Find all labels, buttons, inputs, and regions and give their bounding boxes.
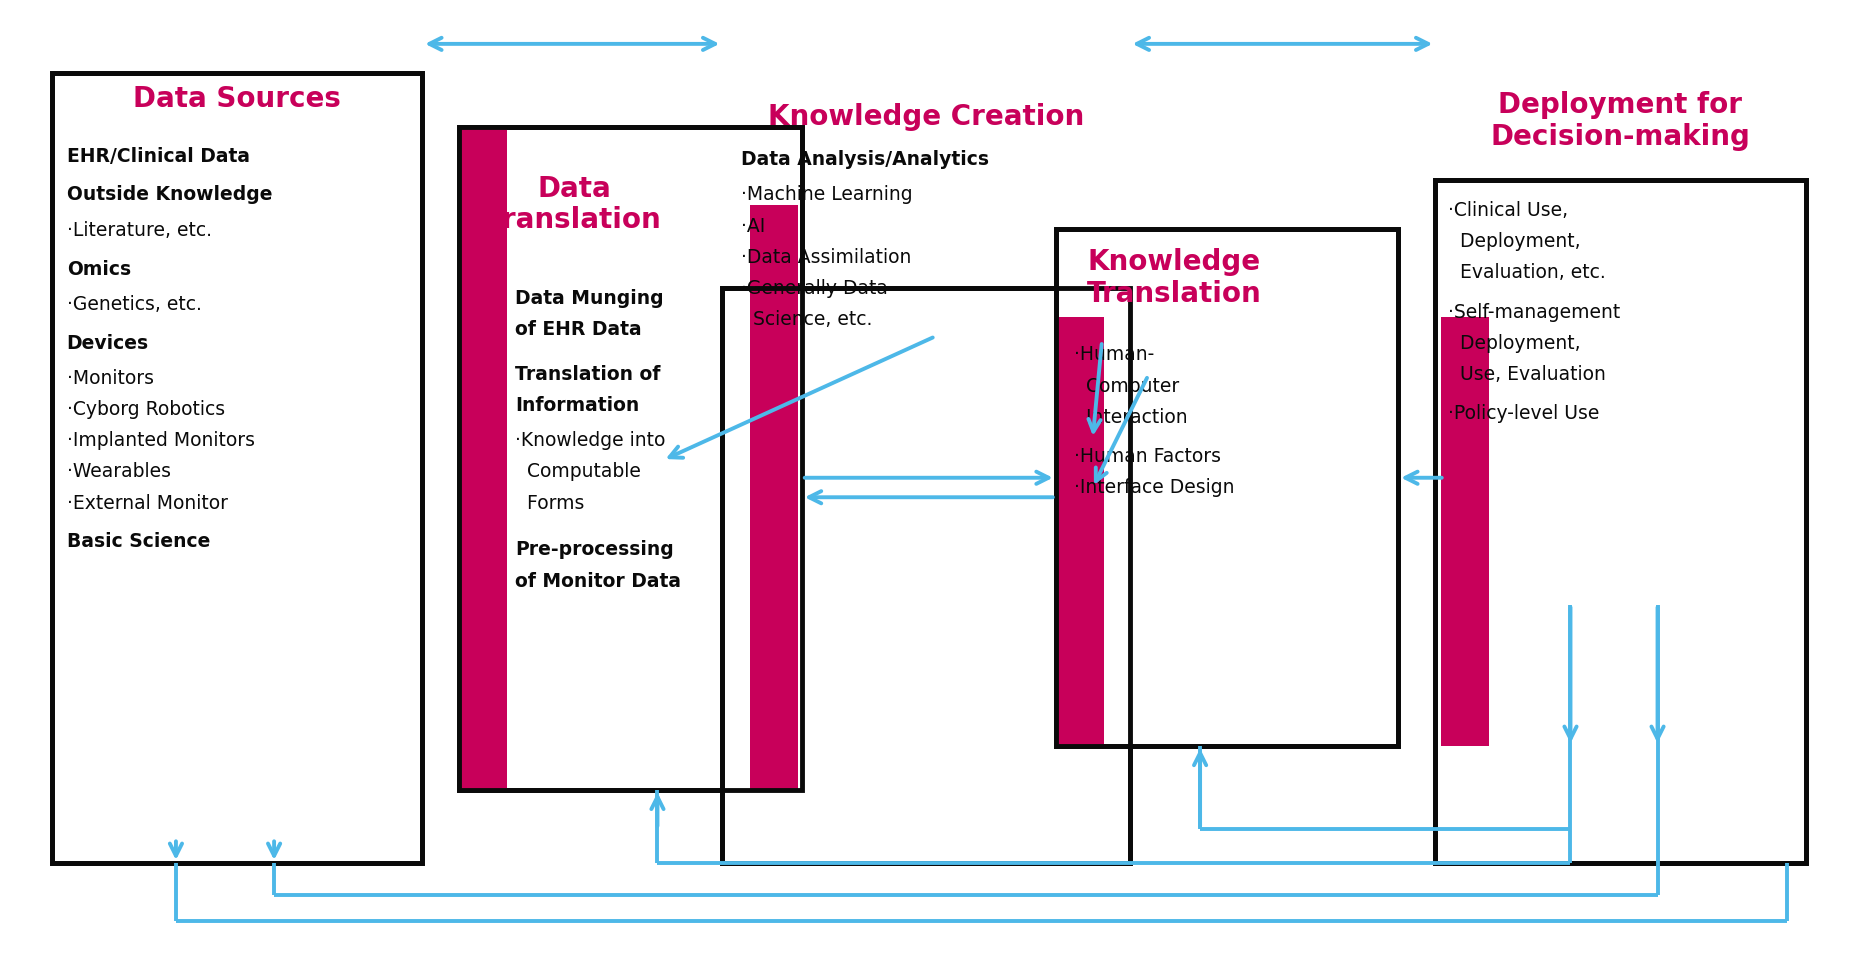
Text: ·External Monitor: ·External Monitor [67,493,228,513]
Text: ·Cyborg Robotics: ·Cyborg Robotics [67,400,224,419]
Text: Interaction: Interaction [1074,408,1187,427]
Text: ·Implanted Monitors: ·Implanted Monitors [67,431,256,450]
Bar [1435,180,1806,863]
Text: ·Human Factors: ·Human Factors [1074,447,1220,466]
Bar [1056,317,1104,746]
Text: ·Self-management: ·Self-management [1448,302,1620,322]
Text: Deployment,: Deployment, [1448,232,1582,252]
Text: Translation of: Translation of [515,365,659,384]
Text: Computable: Computable [515,462,641,482]
Text: EHR/Clinical Data: EHR/Clinical Data [67,146,250,166]
Bar [459,127,802,790]
Bar [750,205,798,790]
Text: of Monitor Data: of Monitor Data [515,571,682,591]
Text: ·Policy-level Use: ·Policy-level Use [1448,404,1600,423]
Text: of EHR Data: of EHR Data [515,320,641,339]
Text: ·Machine Learning: ·Machine Learning [741,185,913,205]
Bar [1441,317,1489,746]
Text: Information: Information [515,396,639,415]
Bar [1435,180,1806,863]
Bar [722,288,1130,863]
Text: Data Munging: Data Munging [515,289,663,308]
Text: ·Genetics, etc.: ·Genetics, etc. [67,294,202,314]
Text: Evaluation, etc.: Evaluation, etc. [1448,263,1606,283]
Bar [52,73,422,863]
Text: Data Sources: Data Sources [133,86,341,113]
Text: ·Knowledge into: ·Knowledge into [515,431,665,450]
Bar [1056,229,1398,746]
Bar [459,127,802,790]
Text: ·Interface Design: ·Interface Design [1074,478,1235,497]
Bar [52,73,422,863]
Text: Forms: Forms [515,493,583,513]
Text: Use, Evaluation: Use, Evaluation [1448,365,1606,384]
Text: ·Monitors: ·Monitors [67,369,154,388]
Text: ·Data Assimilation: ·Data Assimilation [741,248,911,267]
Text: Basic Science: Basic Science [67,531,209,551]
Text: Deployment for
Decision-making: Deployment for Decision-making [1491,92,1750,150]
Text: Data Analysis/Analytics: Data Analysis/Analytics [741,150,989,170]
Text: ·Human-: ·Human- [1074,345,1154,365]
Text: Computer: Computer [1074,376,1180,396]
Text: ·Wearables: ·Wearables [67,462,170,482]
Text: Science, etc.: Science, etc. [741,310,872,330]
Text: Pre-processing: Pre-processing [515,540,674,560]
Bar [722,288,1130,863]
Text: Deployment,: Deployment, [1448,333,1582,353]
Bar [1056,229,1398,746]
Text: Knowledge
Translation: Knowledge Translation [1087,249,1261,307]
Text: Data
Translation: Data Translation [487,176,661,234]
Text: Omics: Omics [67,259,131,279]
Text: Outside Knowledge: Outside Knowledge [67,185,272,205]
Text: ·Clinical Use,: ·Clinical Use, [1448,201,1569,220]
Text: ·AI: ·AI [741,216,765,236]
Text: Devices: Devices [67,333,148,353]
Text: ·Generally Data: ·Generally Data [741,279,887,298]
Text: ·Literature, etc.: ·Literature, etc. [67,220,211,240]
Bar [459,127,507,790]
Text: Knowledge Creation: Knowledge Creation [769,103,1083,131]
